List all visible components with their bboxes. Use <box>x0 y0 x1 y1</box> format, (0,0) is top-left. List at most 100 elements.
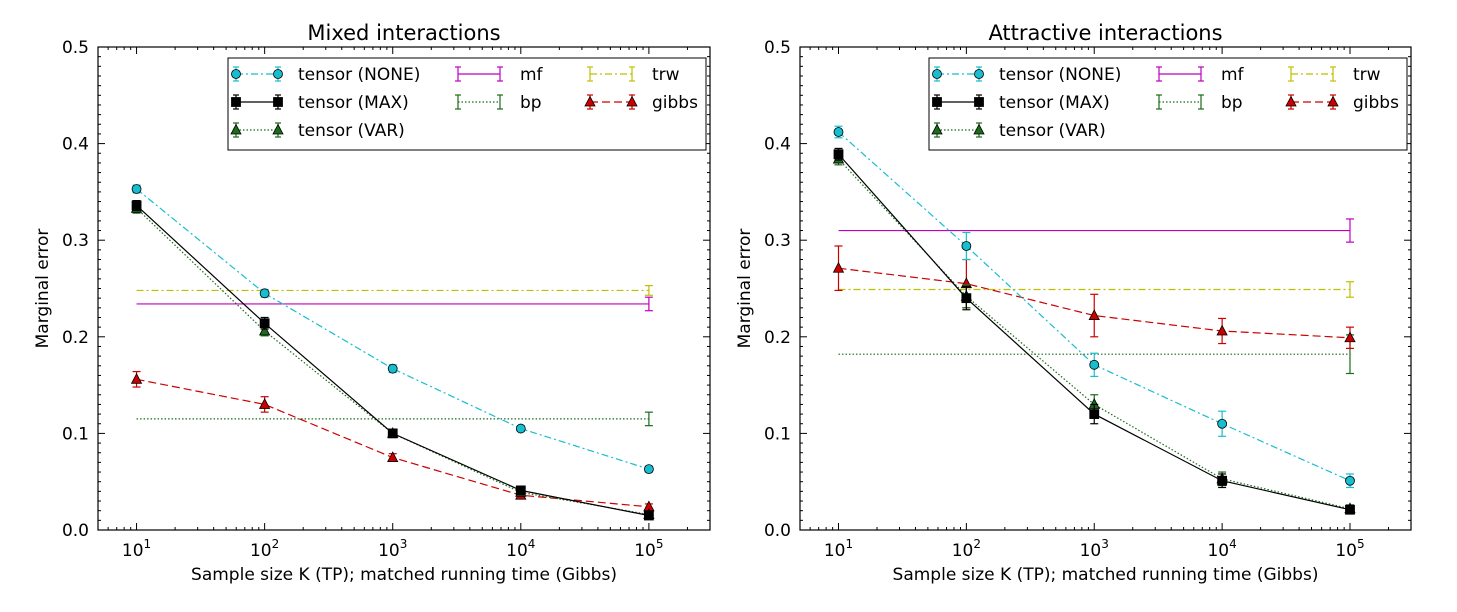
y-tick-label: 0.5 <box>62 38 89 58</box>
legend-marker <box>231 69 241 79</box>
legend-marker <box>1285 95 1297 107</box>
series-line <box>136 188 650 470</box>
y-tick-label: 0.1 <box>764 424 791 444</box>
legend-marker <box>273 69 283 79</box>
chart-title: Mixed interactions <box>307 21 500 45</box>
series-bp <box>136 411 653 427</box>
chart-title: Attractive interactions <box>988 21 1222 45</box>
legend-label: gibbs <box>652 93 698 113</box>
data-point <box>1216 324 1228 336</box>
y-tick-label: 0.5 <box>764 38 791 58</box>
data-point <box>1217 475 1228 486</box>
x-tick-label: 102 <box>952 537 981 561</box>
data-point <box>258 324 271 336</box>
legend: tensor (NONE) tensor (MAX) tensor (VAR) mf b… <box>227 57 707 151</box>
legend-label: bp <box>1221 93 1243 113</box>
series-tensor-max <box>131 199 654 521</box>
data-point <box>515 485 526 496</box>
legend-entry-trw: trw <box>587 65 680 85</box>
legend-entry-tensor-max: tensor (MAX) <box>932 93 1110 113</box>
data-point <box>259 318 270 329</box>
y-tick-label: 0.0 <box>62 521 89 541</box>
legend-entry-tensor-var: tensor (VAR) <box>230 121 405 141</box>
legend-marker <box>273 97 283 107</box>
data-point <box>130 372 143 384</box>
legend-label: tensor (NONE) <box>999 65 1121 85</box>
legend-label: tensor (MAX) <box>298 93 409 113</box>
series-trw <box>838 281 1354 298</box>
legend-marker <box>584 95 596 107</box>
legend-entry-tensor-max: tensor (MAX) <box>231 93 409 113</box>
legend-marker <box>974 97 984 107</box>
data-point <box>131 184 142 194</box>
data-point <box>515 423 526 434</box>
legend-entry-bp: bp <box>1156 93 1243 113</box>
legend-entry-gibbs: gibbs <box>584 93 698 113</box>
y-tick-label: 0.2 <box>62 328 89 348</box>
legend-marker <box>932 69 942 79</box>
legend-entry-gibbs: gibbs <box>1285 93 1399 113</box>
data-point <box>259 288 270 299</box>
x-tick-label: 102 <box>250 537 279 561</box>
data-point <box>643 464 654 475</box>
x-tick-label: 101 <box>122 537 151 561</box>
legend-marker <box>230 123 242 135</box>
y-axis-label: Marginal error <box>735 229 755 349</box>
series-line <box>838 267 1351 339</box>
x-tick-label: 104 <box>1207 537 1236 561</box>
legend-label: gibbs <box>1353 93 1399 113</box>
series-tensor-max <box>833 147 1355 515</box>
legend-label: mf <box>1221 65 1245 85</box>
data-point <box>387 363 398 374</box>
data-point <box>1089 359 1100 370</box>
legend-label: tensor (VAR) <box>298 121 405 141</box>
axes-frame <box>799 46 1412 531</box>
x-tick-label: 105 <box>1335 537 1364 561</box>
data-point <box>643 510 654 521</box>
data-point <box>961 241 972 251</box>
legend-entry-mf: mf <box>1156 65 1245 85</box>
legend-label: mf <box>520 65 544 85</box>
legend-frame <box>227 57 707 151</box>
y-tick-label: 0.3 <box>62 231 89 251</box>
series-gibbs <box>832 245 1356 349</box>
data-point <box>1217 418 1228 429</box>
legend-label: trw <box>652 65 680 85</box>
data-point <box>833 149 844 160</box>
y-tick-label: 0.3 <box>764 231 791 251</box>
series-trw <box>136 285 653 296</box>
legend-entry-mf: mf <box>455 65 544 85</box>
legend-label: tensor (MAX) <box>999 93 1110 113</box>
series-line <box>838 158 1351 510</box>
x-axis-label: Sample size K (TP); matched running time… <box>191 565 617 585</box>
data-point <box>1344 331 1356 343</box>
data-point <box>1088 309 1100 320</box>
legend-marker <box>626 95 638 107</box>
x-tick-label: 105 <box>634 537 663 561</box>
legend-entry-tensor-none: tensor (NONE) <box>932 65 1121 85</box>
y-tick-label: 0.4 <box>62 135 89 155</box>
y-tick-label: 0.1 <box>62 424 89 444</box>
series-tensor-none <box>131 184 654 475</box>
y-tick-label: 0.2 <box>764 328 791 348</box>
legend-label: trw <box>1353 65 1381 85</box>
chart-panel-attractive-interactions: 101 102 103 104 105 0.0 0.1 0.2 0.3 0.4 0.5 Attract… <box>735 21 1412 585</box>
y-axis-label: Marginal error <box>33 229 53 349</box>
data-point <box>1345 475 1355 486</box>
data-point <box>833 127 844 137</box>
data-point <box>961 293 972 304</box>
legend-marker <box>231 97 241 107</box>
data-point <box>832 261 845 273</box>
series-mf <box>838 218 1354 243</box>
legend: tensor (NONE) tensor (MAX) tensor (VAR) mf b… <box>928 57 1408 151</box>
y-tick-label: 0.0 <box>764 521 791 541</box>
legend-marker <box>974 69 984 79</box>
data-point <box>258 398 271 409</box>
data-point <box>1345 504 1355 515</box>
x-axis-label: Sample size K (TP); matched running time… <box>893 565 1319 585</box>
chart-panel-mixed-interactions: 101 102 103 104 105 0.0 0.1 0.2 0.3 0.4 0.5 Mixed i… <box>33 21 711 585</box>
legend-label: tensor (NONE) <box>298 65 420 85</box>
series-tensor-none <box>833 125 1355 489</box>
data-point <box>387 428 398 439</box>
